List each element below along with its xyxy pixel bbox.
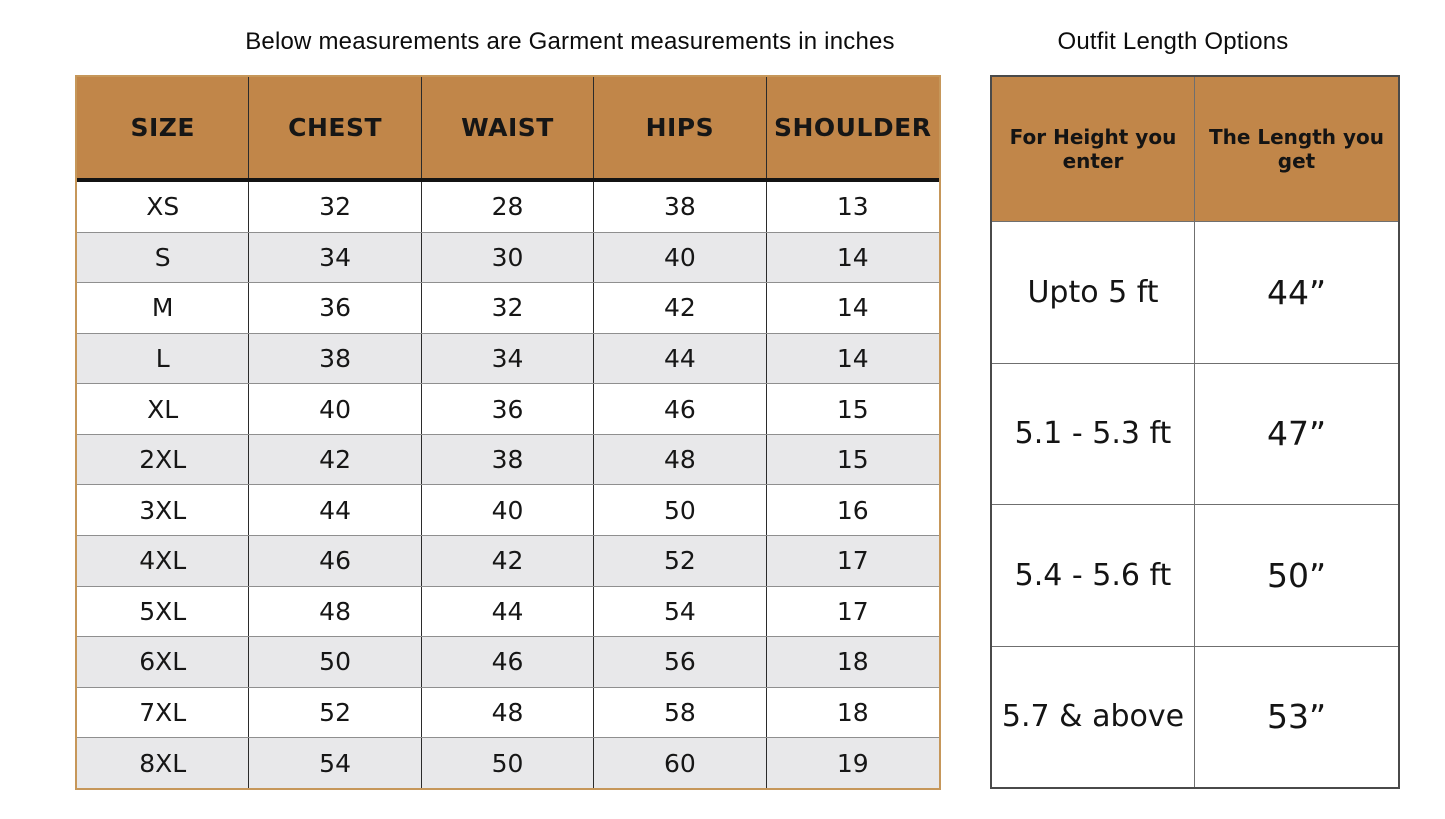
cell-waist: 28 (422, 182, 595, 232)
table-row-4xl: 4XL 46 42 52 17 (77, 535, 939, 586)
cell-size: XL (77, 384, 250, 434)
cell-shoulder: 15 (836, 394, 869, 424)
cell-hips: 38 (594, 182, 767, 232)
outfit-length-table: For Height you enter The Length you get … (990, 75, 1400, 789)
cell-length-value: 50” (1266, 555, 1327, 595)
table-row-l: L 38 34 44 14 (77, 332, 939, 384)
cell-chest: 32 (249, 182, 422, 232)
cell-hips: 60 (594, 738, 767, 788)
cell-waist: 50 (422, 738, 595, 788)
cell-size: S (77, 232, 250, 283)
cell-hips: 44 (594, 333, 767, 384)
length-row-1: Upto 5 ft 44” (992, 222, 1398, 364)
table-row-7xl: 7XL 52 48 58 18 (77, 686, 939, 738)
column-header-length: The Length you get (1208, 125, 1385, 173)
cell-shoulder: 18 (836, 698, 869, 728)
cell-hips: 42 (594, 283, 767, 333)
cell-size: 5XL (77, 586, 250, 637)
cell-size: M (77, 283, 250, 333)
cell-waist: 42 (422, 536, 595, 586)
cell-chest: 42 (249, 434, 422, 485)
cell-chest: 34 (249, 232, 422, 283)
cell-hips: 56 (594, 637, 767, 687)
cell-chest: 36 (249, 283, 422, 333)
cell-waist: 34 (422, 333, 595, 384)
table-row-s: S 34 30 40 14 (77, 231, 939, 283)
column-header-hips: HIPS (594, 77, 767, 178)
cell-chest: 46 (249, 536, 422, 586)
size-chart-header-row: SIZE CHEST WAIST HIPS SHOULDER (77, 77, 939, 182)
table-row-xl: XL 40 36 46 15 (77, 383, 939, 434)
cell-waist: 32 (422, 283, 595, 333)
cell-size: 6XL (77, 637, 250, 687)
cell-height-range: 5.4 - 5.6 ft (992, 505, 1195, 646)
cell-shoulder: 13 (836, 192, 869, 222)
table-row-6xl: 6XL 50 46 56 18 (77, 636, 939, 687)
cell-size: 7XL (77, 687, 250, 738)
table-row-2xl: 2XL 42 38 48 15 (77, 433, 939, 485)
cell-shoulder: 14 (836, 242, 869, 272)
outfit-length-title: Outfit Length Options (1057, 28, 1289, 55)
cell-shoulder: 17 (836, 596, 869, 626)
cell-waist: 44 (422, 586, 595, 637)
cell-waist: 30 (422, 232, 595, 283)
cell-chest: 52 (249, 687, 422, 738)
cell-waist: 36 (422, 384, 595, 434)
size-chart-title: Below measurements are Garment measureme… (245, 28, 895, 55)
cell-shoulder: 19 (836, 748, 869, 778)
cell-height-range: 5.1 - 5.3 ft (992, 363, 1195, 504)
cell-height-range: Upto 5 ft (992, 222, 1195, 363)
cell-hips: 50 (594, 485, 767, 536)
cell-size: XS (77, 182, 250, 232)
cell-waist: 40 (422, 485, 595, 536)
cell-hips: 48 (594, 434, 767, 485)
cell-shoulder: 18 (836, 647, 869, 677)
outfit-length-header-row: For Height you enter The Length you get (992, 77, 1398, 222)
cell-hips: 46 (594, 384, 767, 434)
cell-waist: 46 (422, 637, 595, 687)
cell-hips: 40 (594, 232, 767, 283)
cell-size: 2XL (77, 434, 250, 485)
cell-shoulder: 14 (836, 293, 869, 323)
cell-size: 4XL (77, 536, 250, 586)
column-header-size: SIZE (77, 77, 250, 178)
cell-length-value: 44” (1266, 272, 1327, 312)
cell-length-value: 47” (1266, 414, 1327, 454)
table-row-m: M 36 32 42 14 (77, 282, 939, 333)
length-row-4: 5.7 & above 53” (992, 646, 1398, 787)
column-header-height: For Height you enter (992, 77, 1195, 221)
table-row-3xl: 3XL 44 40 50 16 (77, 484, 939, 536)
column-header-waist: WAIST (422, 77, 595, 178)
cell-chest: 40 (249, 384, 422, 434)
column-header-shoulder: SHOULDER (774, 113, 932, 142)
table-row-5xl: 5XL 48 44 54 17 (77, 585, 939, 637)
length-row-3: 5.4 - 5.6 ft 50” (992, 505, 1398, 647)
cell-chest: 44 (249, 485, 422, 536)
cell-chest: 48 (249, 586, 422, 637)
cell-shoulder: 16 (836, 495, 869, 525)
cell-hips: 52 (594, 536, 767, 586)
table-row-8xl: 8XL 54 50 60 19 (77, 737, 939, 788)
cell-waist: 48 (422, 687, 595, 738)
size-chart-table: SIZE CHEST WAIST HIPS SHOULDER XS 32 28 … (75, 75, 941, 790)
cell-shoulder: 17 (836, 546, 869, 576)
cell-size: L (77, 333, 250, 384)
cell-waist: 38 (422, 434, 595, 485)
cell-shoulder: 14 (836, 344, 869, 374)
cell-chest: 50 (249, 637, 422, 687)
cell-chest: 38 (249, 333, 422, 384)
cell-hips: 54 (594, 586, 767, 637)
cell-shoulder: 15 (836, 445, 869, 475)
cell-height-range: 5.7 & above (992, 646, 1195, 787)
cell-size: 3XL (77, 485, 250, 536)
cell-length-value: 53” (1266, 697, 1327, 737)
table-row-xs: XS 32 28 38 13 (77, 182, 939, 232)
column-header-chest: CHEST (249, 77, 422, 178)
length-row-2: 5.1 - 5.3 ft 47” (992, 363, 1398, 505)
cell-chest: 54 (249, 738, 422, 788)
cell-hips: 58 (594, 687, 767, 738)
cell-size: 8XL (77, 738, 250, 788)
